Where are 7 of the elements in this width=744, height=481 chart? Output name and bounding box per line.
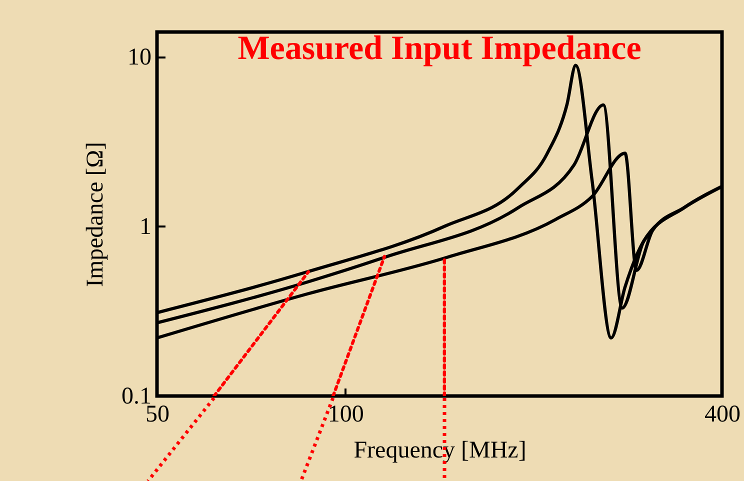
x-tick-label: 400 xyxy=(704,402,740,428)
x-axis-title: Frequency [MHz] xyxy=(354,438,526,464)
y-tick-label: 10 xyxy=(128,44,152,70)
x-tick-label: 100 xyxy=(328,402,364,428)
chart-title: Measured Input Impedance xyxy=(238,30,642,67)
y-tick-label: 1 xyxy=(140,214,152,240)
y-axis-title: Impedance [Ω] xyxy=(82,142,108,288)
